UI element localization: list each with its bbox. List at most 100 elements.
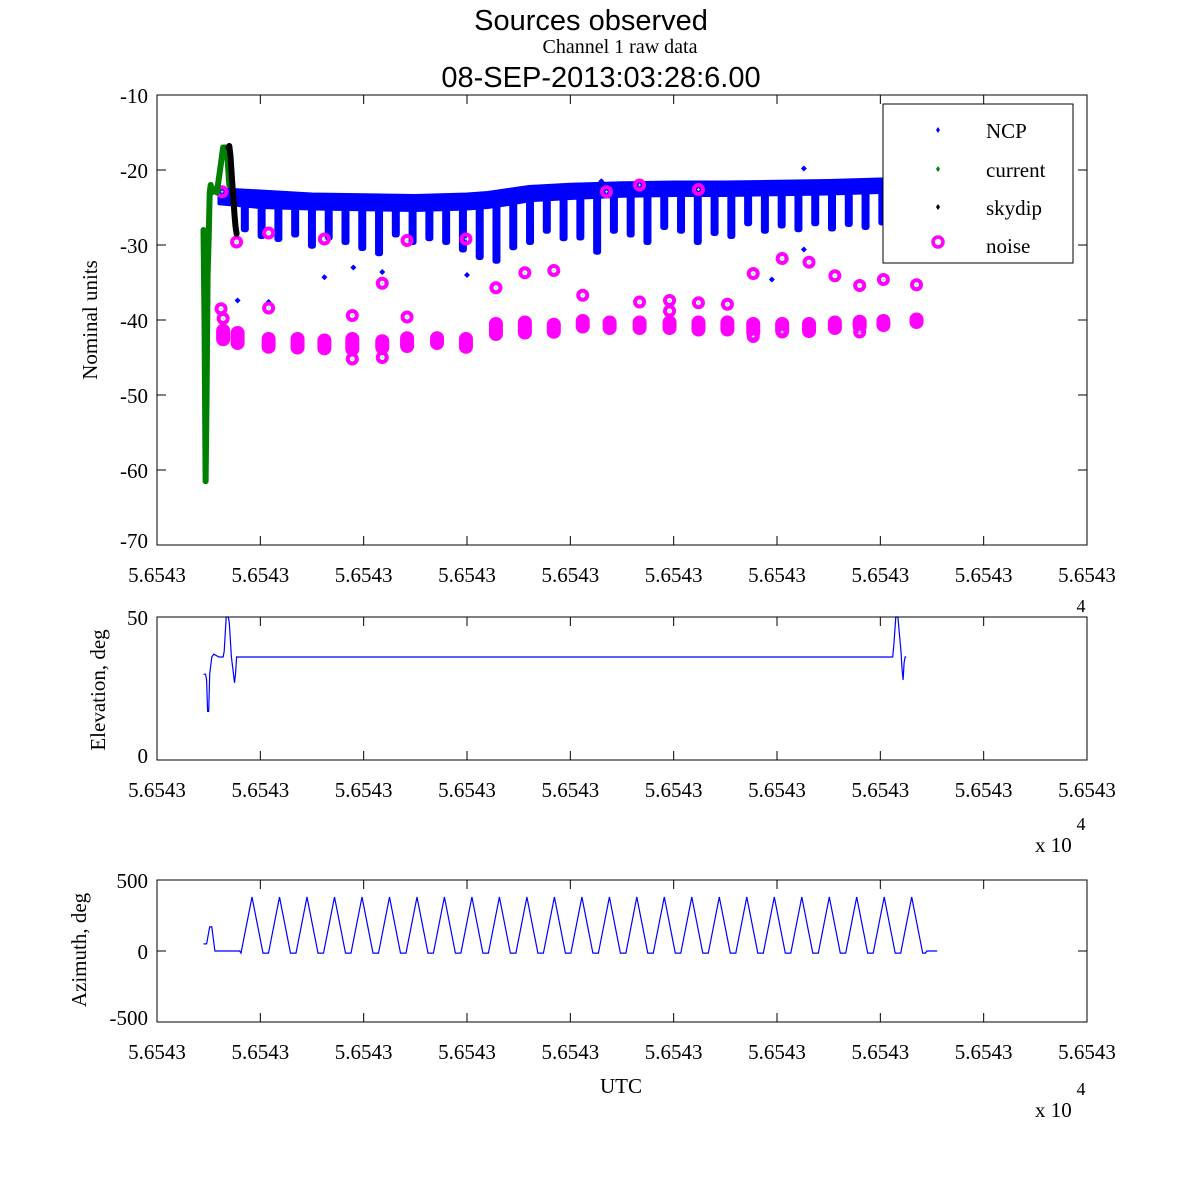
skydip-trace [225,143,240,237]
noise-point [828,269,842,283]
noise-point [317,232,331,246]
main-plot-ticks: 5.6543 5.6543 5.6543 5.6543 5.6543 5.6543 5.65… [120,84,1116,587]
elevation-plot-ticks: 5.6543 5.6543 5.6543 5.6543 5.6543 5.6543 5.65… [127,606,1116,802]
noise-marker [345,309,359,322]
noise-marker-center [858,284,862,287]
noise-cluster [802,317,817,338]
noise-point [400,310,414,324]
noise-point [746,330,760,343]
noise-cluster [317,333,332,356]
noise-marker-center [235,240,239,244]
noise-marker [853,325,867,339]
main-ylabel: Nominal units [78,260,102,380]
main-ytick-label: -60 [120,459,148,483]
legend: NCP current skydip noise [882,103,1074,264]
noise-point [633,178,647,192]
ncp-point [234,297,241,304]
noise-point [216,312,230,325]
azimuth-xtick-label: 5.6543 [438,1040,496,1064]
legend-marker-ncp [936,127,940,133]
noise-marker-center [464,237,468,241]
noise-marker-center [380,281,384,285]
legend-entry-ncp: NCP [936,119,1027,143]
noise-point [230,235,244,249]
ncp-dip [307,206,316,249]
main-xtick-label: 5.6543 [645,563,703,587]
azimuth-ylabel: Azimuth, deg [67,892,91,1007]
noise-point [633,295,647,309]
main-xtick-label: 5.6543 [231,563,289,587]
noise-marker [910,278,923,292]
noise-marker-center [552,269,556,272]
noise-marker-center [322,237,326,241]
azimuth-exponent: x 10 4 [1035,1079,1086,1122]
ncp-dip [861,190,870,230]
noise-marker [375,351,389,364]
legend-marker-current [936,166,940,172]
axes-title: Channel 1 raw data [543,36,698,58]
ncp-dip [559,196,568,242]
noise-cluster [876,314,891,332]
ncp-point [321,274,328,281]
ncp-dip [760,192,769,234]
ncp-dip [777,192,786,229]
ncp-dip [677,193,686,234]
noise-cluster [632,315,647,335]
elevation-xtick-label: 5.6543 [438,778,496,802]
ncp-dip [240,204,249,233]
noise-marker [775,325,789,339]
elevation-xtick-label: 5.6543 [955,778,1013,802]
ncp-dip [341,207,350,245]
noise-point [459,232,473,246]
elevation-xtick-label: 5.6543 [645,778,703,802]
noise-point [720,297,734,311]
noise-marker-center [833,274,837,278]
noise-cluster [345,332,360,356]
noise-point [345,352,359,366]
noise-point [691,183,705,196]
noise-point [910,278,923,292]
noise-marker [802,255,816,269]
elevation-exponent-label: x 10 [1035,833,1072,857]
ncp-dip [744,193,753,227]
azimuth-xtick-label: 5.6543 [541,1040,599,1064]
main-xtick-label: 5.6543 [1058,563,1116,587]
elevation-xtick-label: 5.6543 [748,778,806,802]
ncp-point [800,165,807,172]
noise-marker [876,273,890,286]
main-ytick-label: -70 [120,529,148,553]
legend-label-skydip: skydip [986,196,1042,220]
main-xtick-label: 5.6543 [438,563,496,587]
noise-point [600,185,613,199]
ncp-dip [458,207,467,253]
noise-point [262,301,276,315]
noise-marker-center [668,299,672,302]
noise-cluster [400,331,415,353]
azimuth-plot: 5.6543 5.6543 5.6543 5.6543 5.6543 5.6543 5.65… [67,869,1116,1122]
main-xtick-label: 5.6543 [851,563,909,587]
noise-cluster [430,331,445,350]
main-plot-data [200,143,924,485]
ncp-dip [442,207,451,245]
azimuth-exponent-label: x 10 [1035,1098,1072,1122]
elevation-exponent-top: 4 [1077,596,1086,616]
ncp-dip [542,197,551,234]
noise-marker [746,267,760,280]
elevation-plot: 5.6543 5.6543 5.6543 5.6543 5.6543 5.6543 5.65… [86,596,1116,857]
ncp-dip [358,207,367,251]
azimuth-xtick-label: 5.6543 [645,1040,703,1064]
azimuth-ytick-label: 0 [138,940,149,964]
noise-marker-center [638,300,642,304]
noise-marker [775,252,789,265]
ncp-dip [576,196,585,241]
noise-point [775,252,789,265]
ncp-dip [509,201,518,251]
azimuth-xtick-label: 5.6543 [851,1040,909,1064]
noise-marker-center [858,330,862,334]
noise-cluster [458,332,473,354]
noise-cluster [720,315,735,337]
ncp-dip [811,192,820,227]
elevation-ytick-label: 0 [138,744,149,768]
noise-marker-center [405,239,409,242]
